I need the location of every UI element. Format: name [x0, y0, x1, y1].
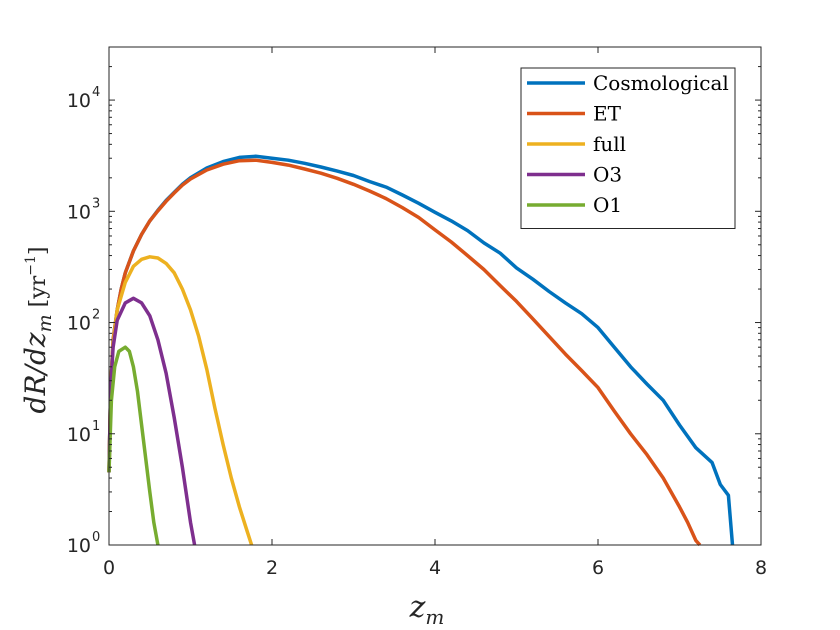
y-tick-exponent: 2 — [92, 308, 100, 323]
x-tick-label: 2 — [266, 557, 278, 579]
y-tick-exponent: 4 — [92, 85, 100, 100]
legend: Cosmological ET full O3 O1 — [520, 67, 736, 229]
y-axis-label: dR/dzm [yr−1] — [19, 247, 56, 414]
y-tick-label: 10 — [67, 535, 91, 557]
legend-label: O1 — [593, 193, 622, 217]
x-tick-label: 6 — [592, 557, 604, 579]
series-line-o1 — [107, 345, 160, 546]
legend-label: Cosmological — [593, 71, 729, 95]
y-tick-label: 10 — [67, 90, 91, 112]
series-line-et — [107, 158, 702, 547]
legend-label: O3 — [593, 163, 622, 187]
x-tick-label: 4 — [429, 557, 441, 579]
legend-label: full — [593, 132, 626, 156]
y-tick-exponent: 0 — [92, 530, 100, 545]
svg-text:dR/dzm [yr−1]: dR/dzm [yr−1] — [19, 247, 56, 414]
legend-label: ET — [593, 102, 622, 126]
series-line-full — [107, 255, 254, 546]
x-axis-ticks: 0 2 4 6 8 — [103, 47, 767, 579]
x-tick-label: 8 — [755, 557, 767, 579]
series-layer — [107, 154, 735, 547]
legend-box — [520, 67, 736, 229]
y-tick-label: 10 — [67, 313, 91, 335]
y-tick-exponent: 1 — [92, 419, 100, 434]
y-tick-exponent: 3 — [92, 196, 100, 211]
y-tick-label: 10 — [67, 424, 91, 446]
series-line-o3 — [107, 296, 197, 546]
y-tick-label: 10 — [67, 201, 91, 223]
x-axis-label: zm — [409, 590, 445, 629]
x-tick-label: 0 — [103, 557, 115, 579]
